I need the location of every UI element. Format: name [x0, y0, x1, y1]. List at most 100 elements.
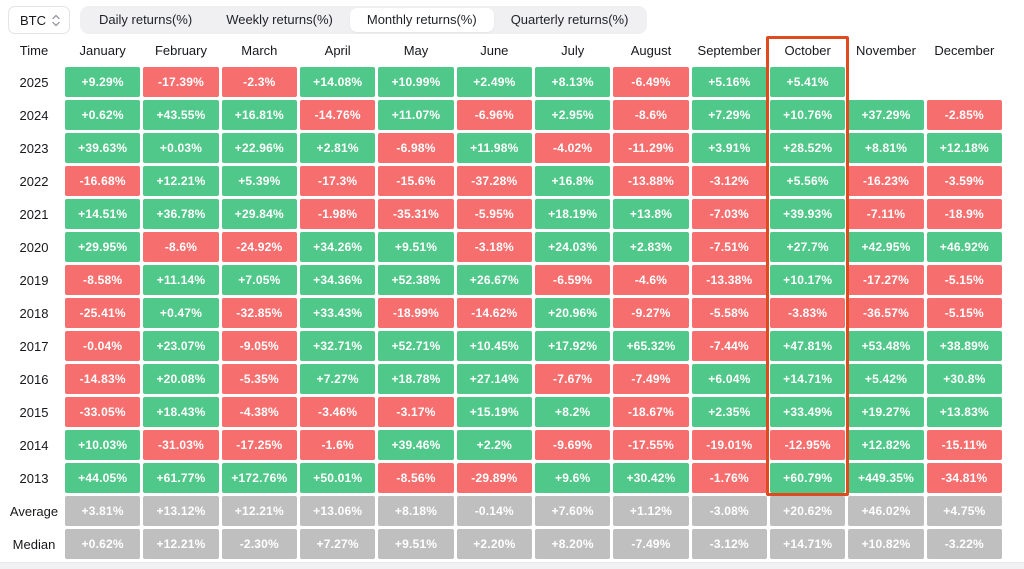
month-header-june: June [480, 42, 509, 58]
row-label-2025: 2025 [19, 74, 49, 90]
return-cell: -2.30% [221, 529, 297, 559]
row-label-2016: 2016 [19, 371, 49, 387]
return-cell: -18.9% [926, 199, 1002, 229]
month-header-november: November [856, 42, 916, 58]
return-cell: -4.38% [221, 397, 297, 427]
return-cell: -16.23% [848, 166, 924, 196]
return-cell: +12.21% [221, 496, 297, 526]
return-cell: +23.07% [143, 331, 219, 361]
asset-selector-value: BTC [20, 12, 46, 28]
return-cell: +38.89% [926, 331, 1002, 361]
return-cell: -4.02% [535, 133, 611, 163]
return-cell: +34.36% [300, 265, 376, 295]
return-cell: -18.99% [378, 298, 454, 328]
month-header-august: August [630, 42, 672, 58]
row-label-2019: 2019 [19, 272, 49, 288]
return-cell: -3.12% [691, 529, 767, 559]
return-cell: +5.56% [770, 166, 846, 196]
row-label-average: Average [9, 503, 59, 519]
return-cell: +0.03% [143, 133, 219, 163]
return-cell: -14.62% [456, 298, 532, 328]
return-cell: +39.46% [378, 430, 454, 460]
return-cell: -2.85% [926, 100, 1002, 130]
return-cell: -32.85% [221, 298, 297, 328]
return-cell: -7.51% [691, 232, 767, 262]
return-cell [927, 67, 1002, 97]
return-cell: +2.83% [613, 232, 689, 262]
return-cell: +14.51% [65, 199, 141, 229]
return-cell: +449.35% [848, 463, 924, 493]
return-cell: +27.7% [770, 232, 846, 262]
return-cell: +7.27% [300, 364, 376, 394]
return-cell: -29.89% [456, 463, 532, 493]
return-cell: -16.68% [65, 166, 141, 196]
return-cell: -12.95% [770, 430, 846, 460]
return-cell: +5.16% [691, 67, 767, 97]
monthly-returns-table: Time January February March April May June July… [0, 36, 1024, 559]
return-cell: -11.29% [613, 133, 689, 163]
return-cell: -9.27% [613, 298, 689, 328]
return-cell: +27.14% [456, 364, 532, 394]
month-header-march: March [241, 42, 278, 58]
return-cell: +65.32% [613, 331, 689, 361]
return-cell: -33.05% [65, 397, 141, 427]
return-cell: +29.84% [221, 199, 297, 229]
return-cell: +53.48% [848, 331, 924, 361]
return-cell: +39.63% [65, 133, 141, 163]
row-label-2013: 2013 [19, 470, 49, 486]
return-cell: -5.58% [691, 298, 767, 328]
return-cell: -8.6% [613, 100, 689, 130]
return-cell: -6.98% [378, 133, 454, 163]
return-cell: -18.67% [613, 397, 689, 427]
return-cell: -3.46% [300, 397, 376, 427]
return-cell: -24.92% [221, 232, 297, 262]
return-cell: -7.67% [535, 364, 611, 394]
return-cell: +2.35% [691, 397, 767, 427]
return-cell: +33.43% [300, 298, 376, 328]
return-cell: +7.60% [535, 496, 611, 526]
return-cell: -3.17% [378, 397, 454, 427]
return-cell: -3.18% [456, 232, 532, 262]
tab-quarterly[interactable]: Quarterly returns(%) [510, 12, 629, 27]
return-cell: -5.35% [221, 364, 297, 394]
return-cell: +32.71% [300, 331, 376, 361]
return-cell: -17.3% [300, 166, 376, 196]
return-cell: +15.19% [456, 397, 532, 427]
month-header-february: February [154, 42, 207, 58]
return-cell: -3.12% [691, 166, 767, 196]
return-cell: +10.76% [770, 100, 846, 130]
return-cell: -1.98% [300, 199, 376, 229]
row-label-2020: 2020 [19, 239, 49, 255]
return-cell: +8.81% [848, 133, 924, 163]
tab-monthly[interactable]: Monthly returns(%) [349, 8, 494, 32]
return-cell: +7.29% [691, 100, 767, 130]
month-header-may: May [403, 42, 429, 58]
asset-selector-dropdown[interactable]: BTC [8, 6, 70, 34]
tab-weekly[interactable]: Weekly returns(%) [226, 12, 333, 27]
return-cell: -34.81% [926, 463, 1002, 493]
return-cell: +20.62% [770, 496, 846, 526]
return-cell: +12.82% [848, 430, 924, 460]
return-cell: +8.18% [378, 496, 454, 526]
return-cell: +9.6% [535, 463, 611, 493]
return-cell: +47.81% [770, 331, 846, 361]
return-cell: -5.95% [456, 199, 532, 229]
return-cell: -0.04% [65, 331, 141, 361]
return-cell: +5.39% [221, 166, 297, 196]
return-cell: +10.99% [378, 67, 454, 97]
return-cell: +39.93% [770, 199, 846, 229]
updown-chevron-icon [52, 14, 60, 27]
return-cell: +18.43% [143, 397, 219, 427]
return-cell: +50.01% [300, 463, 376, 493]
row-label-2014: 2014 [19, 437, 49, 453]
return-cell: -17.39% [143, 67, 219, 97]
return-cell: +29.95% [65, 232, 141, 262]
return-cell [848, 67, 923, 97]
tab-daily[interactable]: Daily returns(%) [99, 12, 193, 27]
return-cell: -14.76% [300, 100, 376, 130]
month-header-april: April [324, 42, 351, 58]
return-cell: -14.83% [65, 364, 141, 394]
return-cell: +12.18% [926, 133, 1002, 163]
return-cell: +17.92% [535, 331, 611, 361]
time-column-header: Time [19, 42, 49, 58]
